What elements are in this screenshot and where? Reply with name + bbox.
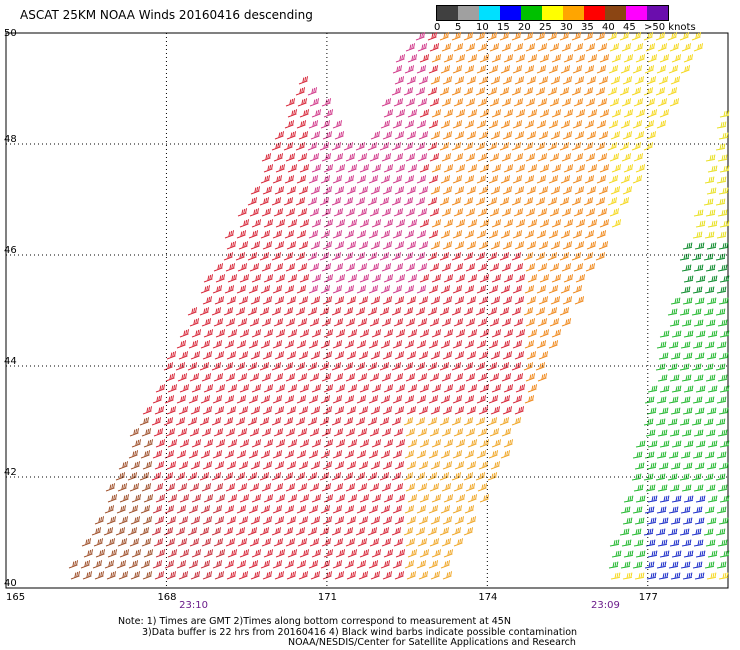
longitude-label: 177 <box>639 592 658 603</box>
latitude-label: 42 <box>4 467 17 478</box>
colorbar-swatch <box>584 6 605 20</box>
latitude-label: 46 <box>4 245 17 256</box>
latitude-label: 48 <box>4 134 17 145</box>
colorbar-swatch <box>437 6 458 20</box>
colorbar-swatches <box>436 5 669 21</box>
colorbar-swatch <box>458 6 479 20</box>
colorbar-labels: 0 5 10 15 20 25 30 35 40 45 >50 knots <box>434 22 696 35</box>
colorbar-swatch <box>647 6 668 20</box>
colorbar-swatch <box>500 6 521 20</box>
axis-labels-layer: 50 48 46 44 42 40 165 168 171 174 177 23:10 23:09 <box>4 28 658 611</box>
colorbar-label: 10 <box>476 22 489 33</box>
colorbar-swatch <box>605 6 626 20</box>
notes-block: Note: 1) Times are GMT 2)Times along bot… <box>118 616 578 649</box>
colorbar-swatch <box>563 6 584 20</box>
colorbar-label: 35 <box>581 22 594 33</box>
colorbar-label: 30 <box>560 22 573 33</box>
map-frame <box>5 32 729 589</box>
note-line-3: NOAA/NESDIS/Center for Satellite Applica… <box>288 637 576 648</box>
note-line-2: 3)Data buffer is 22 hrs from 20160416 4)… <box>142 626 578 638</box>
colorbar-swatch <box>542 6 563 20</box>
colorbar-label: >50 knots <box>644 22 696 33</box>
colorbar-swatch <box>626 6 647 20</box>
latitude-label: 40 <box>4 578 17 589</box>
note-line-1: Note: 1) Times are GMT 2)Times along bot… <box>118 616 511 627</box>
colorbar-swatch <box>521 6 542 20</box>
map-title: ASCAT 25KM NOAA Winds 20160416 descendin… <box>20 8 313 22</box>
colorbar-label: 0 <box>434 22 441 33</box>
colorbar-label: 5 <box>455 22 462 33</box>
colorbar-label: 40 <box>602 22 615 33</box>
latitude-label: 44 <box>4 356 17 367</box>
pass-time-label: 23:10 <box>179 600 208 611</box>
colorbar-label: 15 <box>497 22 510 33</box>
longitude-label: 174 <box>478 592 497 603</box>
longitude-label: 171 <box>318 592 337 603</box>
longitude-label: 168 <box>157 592 176 603</box>
wind-barbs-layer <box>68 32 730 580</box>
latitude-label: 50 <box>4 28 17 39</box>
colorbar-label: 25 <box>539 22 552 33</box>
wind-speed-colorbar: 0 5 10 15 20 25 30 35 40 45 >50 knots <box>434 5 696 35</box>
colorbar-label: 45 <box>623 22 636 33</box>
graticule-layer <box>6 33 728 588</box>
colorbar-swatch <box>479 6 500 20</box>
longitude-label: 165 <box>6 592 25 603</box>
pass-time-label: 23:09 <box>591 600 620 611</box>
colorbar-label: 20 <box>518 22 531 33</box>
